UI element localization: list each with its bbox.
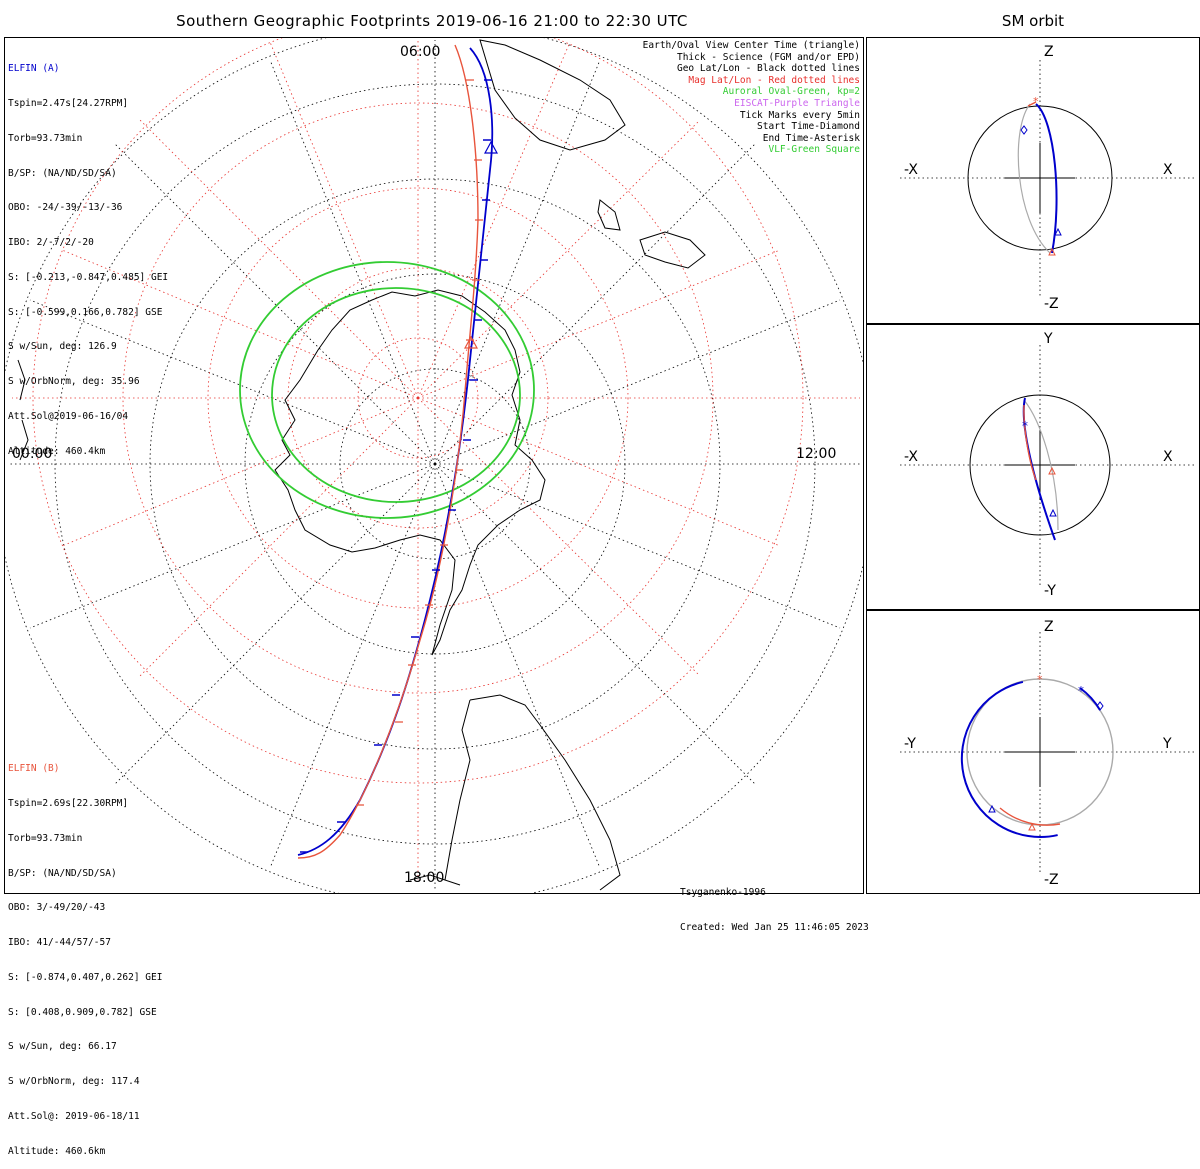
elfin-a-line: IBO: 2/-7/2/-20 (8, 237, 94, 249)
sm-xy-bottom-label: -Y (1044, 583, 1056, 599)
elfin-b-line: Tspin=2.69s[22.30RPM] (8, 797, 129, 809)
elfin-a-tick-marks (300, 79, 492, 853)
sm-xz-right-label: X (1163, 162, 1173, 178)
elfin-a-line: OBO: -24/-39/-13/-36 (8, 202, 123, 214)
legend-item: Earth/Oval View Center Time (triangle) (642, 40, 860, 51)
elfin-b-line: S w/OrbNorm, deg: 117.4 (8, 1076, 140, 1088)
map-label-bottom: 18:00 (404, 870, 445, 886)
sm-xz-panel (866, 37, 1200, 325)
elfin-b-line: OBO: 3/-49/20/-43 (8, 902, 106, 914)
sm-xy-left-label: -X (904, 449, 918, 465)
elfin-b-line: Att.Sol@: 2019-06-18/11 (8, 1111, 140, 1122)
model-credit: Tsyganenko-1996 (680, 887, 766, 899)
elfin-a-line: S: [-0.213,-0.847,0.485] GEI (8, 271, 169, 283)
footprint-map-frame (4, 37, 864, 894)
sm-yz-left-label: -Y (904, 736, 916, 752)
credits: Tsyganenko-1996 Created: Wed Jan 25 11:4… (680, 864, 869, 945)
elfin-a-name: ELFIN (A) (8, 63, 60, 75)
sm-orbit-title: SM orbit (1001, 12, 1065, 30)
southern-footprint-map (5, 38, 863, 893)
elfin-a-line: Torb=93.73min (8, 132, 83, 144)
sm-xz-top-label: Z (1044, 44, 1054, 60)
coastlines (17, 39, 706, 891)
legend-item: Geo Lat/Lon - Black dotted lines (676, 63, 860, 75)
sm-yz-panel (866, 609, 1200, 894)
elfin-b-track (297, 44, 479, 859)
auroral-ovals (239, 261, 535, 519)
elfin-b-name: ELFIN (B) (8, 763, 60, 775)
elfin-b-tick-marks (356, 79, 483, 806)
elfin-b-center-triangle (463, 335, 479, 349)
sm-yz-right-label: Y (1163, 736, 1172, 752)
geo-latlon-grid (5, 38, 863, 893)
elfin-a-line: S w/OrbNorm, deg: 35.96 (8, 376, 140, 388)
sm-yz-top-label: Z (1044, 619, 1054, 635)
elfin-b-line: S: [0.408,0.909,0.782] GSE (8, 1006, 157, 1018)
elfin-a-info: ELFIN (A) Tspin=2.47s[24.27RPM] Torb=93.… (8, 40, 168, 469)
created-timestamp: Created: Wed Jan 25 11:46:05 2023 (680, 921, 869, 933)
map-label-right: 12:00 (796, 446, 837, 462)
sm-xy-right-label: X (1163, 449, 1173, 465)
plot-title: Southern Geographic Footprints 2019-06-1… (176, 12, 688, 30)
legend-item: Tick Marks every 5min (739, 109, 860, 121)
elfin-a-line: Tspin=2.47s[24.27RPM] (8, 97, 129, 109)
elfin-a-line: Altitude: 460.4km (8, 445, 106, 457)
map-label-left: 00:00 (12, 446, 53, 462)
elfin-b-line: S w/Sun, deg: 66.17 (8, 1041, 117, 1053)
sm-yz-bottom-label: -Z (1044, 872, 1059, 888)
legend-item: EISCAT-Purple Triangle (734, 97, 860, 109)
legend: Earth/Oval View Center Time (triangle) T… (643, 40, 860, 156)
elfin-a-line: B/SP: (NA/ND/SD/SA) (8, 167, 117, 179)
legend-item: Auroral Oval-Green, kp=2 (722, 86, 860, 98)
elfin-b-info: ELFIN (B) Tspin=2.69s[22.30RPM] Torb=93.… (8, 740, 162, 1169)
legend-item: Thick - Science (FGM and/or EPD) (676, 51, 860, 63)
elfin-a-line: Att.Sol@2019-06-16/04 (8, 411, 129, 422)
legend-item: End Time-Asterisk (762, 132, 860, 144)
legend-item: Start Time-Diamond (757, 121, 860, 133)
legend-item: VLF-Green Square (768, 144, 860, 156)
sm-xy-panel (866, 323, 1200, 611)
elfin-b-line: B/SP: (NA/ND/SD/SA) (8, 867, 117, 879)
legend-item: Mag Lat/Lon - Red dotted lines (688, 74, 860, 86)
elfin-a-center-triangle (483, 140, 499, 154)
sm-xz-bottom-label: -Z (1044, 296, 1059, 312)
elfin-b-line: Altitude: 460.6km (8, 1145, 106, 1157)
elfin-b-line: S: [-0.874,0.407,0.262] GEI (8, 971, 163, 983)
elfin-b-line: Torb=93.73min (8, 832, 83, 844)
elfin-a-line: S w/Sun, deg: 126.9 (8, 341, 117, 353)
elfin-b-line: IBO: 41/-44/57/-57 (8, 937, 111, 949)
mag-latlon-grid (12, 38, 860, 880)
elfin-a-line: S: [-0.599,0.166,0.782] GSE (8, 306, 163, 318)
map-label-top: 06:00 (400, 44, 441, 60)
sm-xy-top-label: Y (1044, 331, 1053, 347)
sm-xz-left-label: -X (904, 162, 918, 178)
